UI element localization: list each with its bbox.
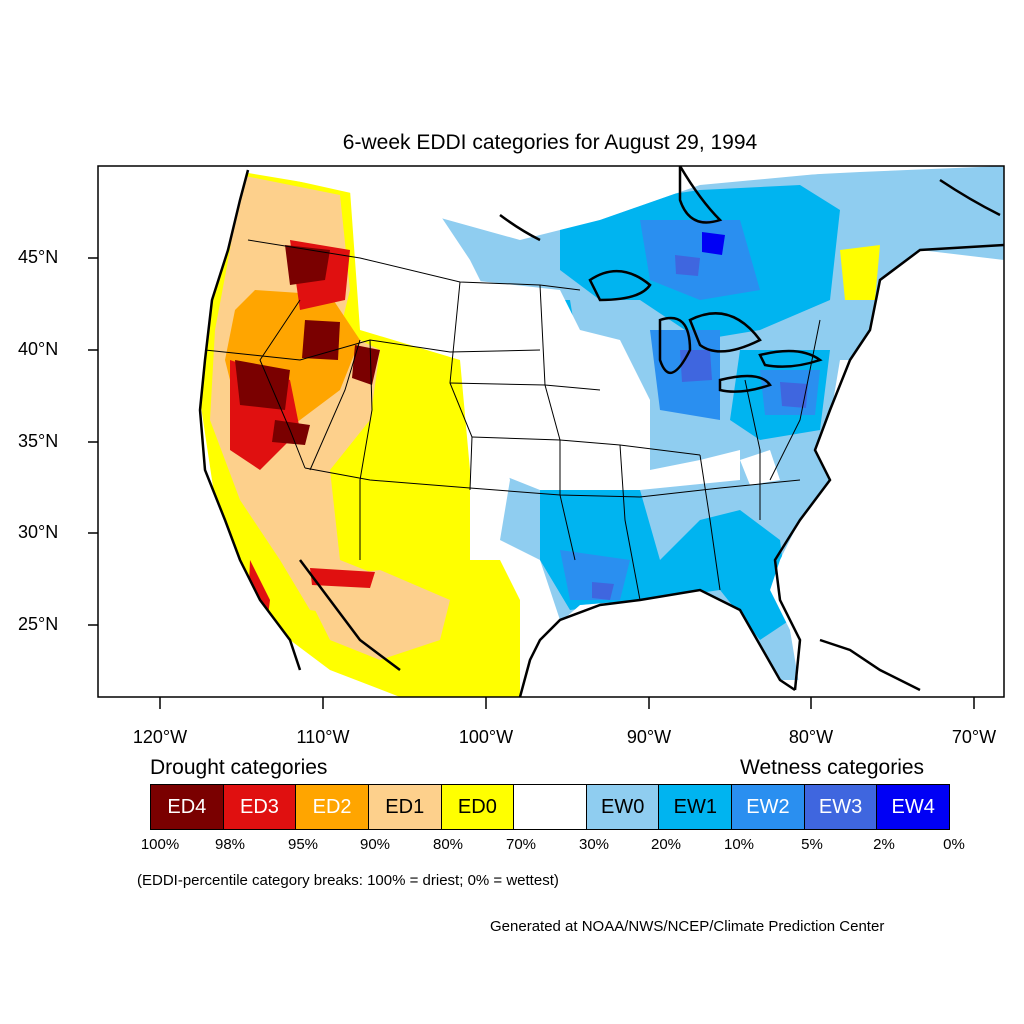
- break-label: 90%: [359, 836, 391, 853]
- legend-ed1: ED1: [368, 785, 442, 829]
- break-label: 20%: [650, 836, 682, 853]
- lat-label-25: 25°N: [18, 614, 59, 634]
- legend-ed0: ED0: [441, 785, 515, 829]
- legend-ew3: EW3: [804, 785, 878, 829]
- drought-heading: Drought categories: [150, 756, 328, 779]
- break-label: 98%: [214, 836, 246, 853]
- break-label: 70%: [505, 836, 537, 853]
- lon-label-110: 110°W: [296, 727, 350, 747]
- break-label: 80%: [432, 836, 464, 853]
- legend-ew4: EW4: [877, 785, 950, 829]
- map-title: 6-week EDDI categories for August 29, 19…: [342, 131, 758, 154]
- lon-label-80: 80°W: [788, 727, 834, 747]
- lat-label-30: 30°N: [18, 522, 59, 542]
- lon-label-70: 70°W: [951, 727, 997, 747]
- break-label: 95%: [287, 836, 319, 853]
- legend-neutral: [514, 785, 587, 829]
- break-label: 30%: [578, 836, 610, 853]
- state-boundaries: [204, 239, 821, 601]
- lat-label-40: 40°N: [18, 339, 59, 359]
- wetness-heading: Wetness categories: [740, 756, 925, 779]
- break-label: 2%: [873, 836, 895, 853]
- map-frame: [97, 165, 1005, 698]
- break-label: 10%: [723, 836, 755, 853]
- legend-ed4: ED4: [151, 785, 224, 829]
- credit-line: Generated at NOAA/NWS/NCEP/Climate Predi…: [490, 918, 885, 935]
- break-label: 5%: [801, 836, 823, 853]
- lon-label-90: 90°W: [626, 727, 672, 747]
- lon-label-120: 120°W: [132, 727, 188, 747]
- coastlines: [198, 166, 1004, 697]
- break-label: 0%: [943, 836, 965, 853]
- lon-label-100: 100°W: [458, 727, 514, 747]
- legend-ew1: EW1: [659, 785, 733, 829]
- break-label: 100%: [140, 836, 180, 853]
- eddi-category-shading: [200, 166, 1004, 697]
- legend-ed2: ED2: [296, 785, 369, 829]
- legend-ew0: EW0: [586, 785, 660, 829]
- legend-ed3: ED3: [223, 785, 297, 829]
- category-legend: ED4 ED3 ED2 ED1 ED0 EW0 EW1 EW2 EW3 EW4: [150, 784, 950, 830]
- legend-ew2: EW2: [732, 785, 805, 829]
- lat-label-45: 45°N: [18, 247, 59, 267]
- lat-label-35: 35°N: [18, 431, 59, 451]
- category-note: (EDDI-percentile category breaks: 100% =…: [137, 872, 559, 889]
- axis-ticks: [88, 257, 975, 709]
